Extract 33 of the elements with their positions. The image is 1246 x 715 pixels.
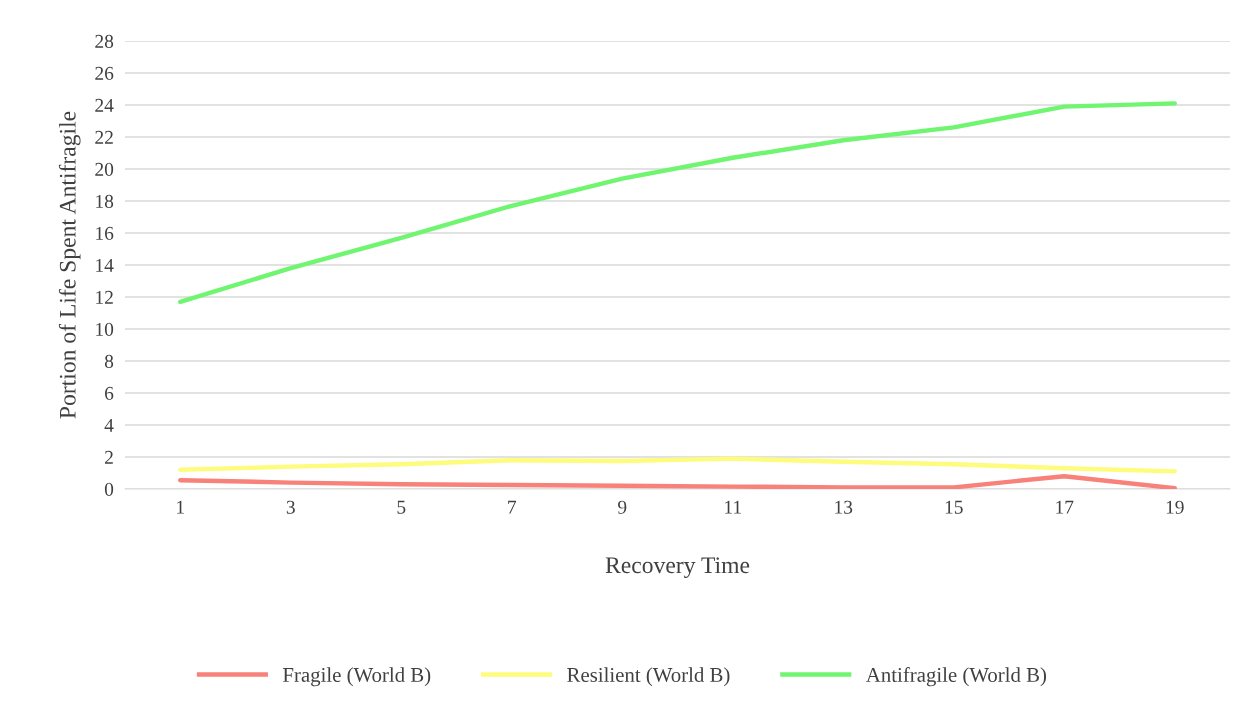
x-tick-label: 5 (397, 500, 406, 514)
line-series (178, 456, 1177, 474)
x-tick-label: 11 (725, 500, 741, 514)
legend-label: Fragile (World B) (283, 667, 431, 687)
y-tick-label: 24 (95, 98, 114, 112)
x-tick-label: 17 (1056, 500, 1074, 514)
legend-label: Antifragile (World B) (866, 667, 1047, 687)
x-tick-label: 19 (1166, 500, 1184, 514)
y-tick-label: 6 (105, 386, 114, 400)
y-tick-label: 2 (105, 450, 113, 464)
y-tick-label: 0 (104, 482, 114, 496)
y-tick-label: 18 (96, 194, 114, 208)
x-tick-label: 7 (508, 500, 517, 514)
x-tick-label: 9 (618, 500, 627, 514)
x-axis-title: Recovery Time (605, 557, 750, 579)
y-axis-title: Portion of Life Spent Antifragile (58, 111, 81, 419)
y-tick-label: 4 (104, 418, 114, 432)
y-tick-label: 14 (96, 258, 114, 272)
y-tick-label: 10 (96, 322, 114, 336)
line-series (178, 473, 1177, 489)
legend-label: Resilient (World B) (567, 667, 730, 687)
y-tick-label: 26 (95, 66, 114, 80)
y-tick-label: 8 (104, 354, 114, 368)
x-tick-label: 3 (286, 500, 295, 514)
x-tick-label: 1 (177, 500, 184, 514)
y-tick-label: 22 (95, 130, 113, 144)
y-tick-label: 16 (96, 226, 114, 240)
line-series (178, 101, 1177, 305)
y-tick-label: 20 (95, 162, 114, 176)
y-tick-label: 28 (95, 34, 114, 48)
x-tick-label: 13 (835, 500, 853, 514)
y-tick-label: 12 (96, 290, 113, 304)
x-tick-label: 15 (945, 500, 963, 514)
